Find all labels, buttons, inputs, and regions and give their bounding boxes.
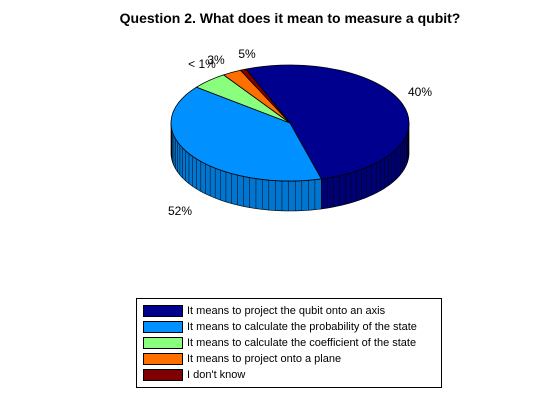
legend-swatch [143, 305, 183, 317]
legend-swatch [143, 321, 183, 333]
pie-slice [239, 68, 291, 124]
pie-percent-label: 52% [168, 204, 192, 218]
pie-slice [245, 64, 410, 180]
legend-label: It means to project onto a plane [187, 353, 342, 365]
legend-swatch [143, 369, 183, 381]
legend-swatch [143, 353, 183, 365]
pie-percent-label: < 1% [188, 57, 216, 71]
pie-percent-label: 40% [408, 85, 432, 99]
pie-percent-label: 5% [238, 47, 256, 61]
legend-item-project-axis: It means to project the qubit onto an ax… [143, 303, 435, 319]
pie-3d: 52% 40% 5% 3%< 1% [168, 47, 432, 218]
pie-slice [170, 86, 322, 182]
legend-label: I don't know [187, 369, 246, 381]
legend-label: It means to project the qubit onto an ax… [187, 305, 386, 317]
chart-title: Question 2. What does it mean to measure… [120, 10, 461, 26]
legend-item-project-plane: It means to project onto a plane [143, 351, 435, 367]
legend-swatch [143, 337, 183, 349]
legend: It means to project the qubit onto an ax… [136, 298, 442, 388]
pie-percent-label: 3% [207, 53, 225, 67]
legend-label: It means to calculate the probability of… [187, 321, 417, 333]
legend-label: It means to calculate the coefficient of… [187, 337, 417, 349]
legend-item-probability: It means to calculate the probability of… [143, 319, 435, 335]
legend-item-coefficient: It means to calculate the coefficient of… [143, 335, 435, 351]
legend-item-dont-know: I don't know [143, 367, 435, 383]
